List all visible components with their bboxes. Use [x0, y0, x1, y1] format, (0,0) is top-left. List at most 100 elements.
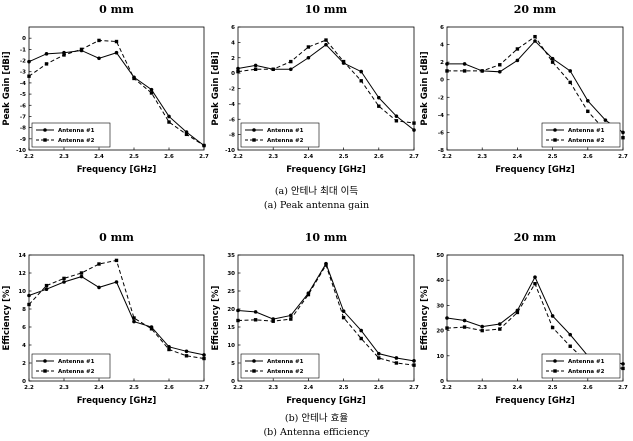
legend-marker-antenna-1	[553, 359, 557, 363]
legend-marker-antenna-2	[252, 138, 256, 142]
series-line-antenna-1	[28, 276, 205, 356]
legend-label-antenna-1: Antenna #1	[568, 128, 605, 134]
data-point-antenna-1	[27, 293, 31, 298]
data-point-antenna-2	[462, 325, 467, 329]
data-point-antenna-1	[359, 69, 364, 74]
data-point-antenna-2	[462, 69, 467, 73]
data-point-antenna-2	[498, 63, 502, 67]
data-point-antenna-1	[394, 114, 399, 118]
data-point-antenna-1	[621, 362, 625, 366]
data-point-antenna-1	[236, 66, 240, 71]
y-tick-label: 4	[231, 40, 235, 46]
plot-frame	[237, 254, 415, 382]
x-tick-label: 2.4	[513, 154, 523, 160]
x-tick-label: 2.3	[59, 385, 69, 391]
y-tick-label: 2	[231, 56, 235, 62]
x-axis-label: Frequency [GHz]	[77, 396, 157, 406]
data-point-antenna-1	[533, 275, 537, 279]
y-tick-label: -2	[20, 59, 26, 65]
data-point-antenna-1	[586, 99, 590, 103]
y-tick-label: -6	[20, 103, 26, 109]
y-tick-label: 40	[436, 278, 444, 284]
x-axis-label: Frequency [GHz]	[495, 165, 575, 175]
data-point-antenna-1	[359, 328, 364, 333]
data-point-antenna-2	[253, 318, 258, 322]
data-point-antenna-2	[498, 327, 502, 331]
caption-gain-english: (a) Peak antenna gain	[263, 200, 370, 211]
data-point-antenna-1	[533, 39, 537, 43]
data-point-antenna-2	[394, 361, 399, 365]
y-axis-label: Peak Gain [dBi]	[2, 51, 12, 125]
legend-box	[541, 122, 621, 148]
x-tick-label: 2.6	[164, 154, 174, 160]
data-point-antenna-2	[359, 79, 363, 83]
data-point-antenna-1	[550, 314, 555, 318]
chart-gain-0mm: 0 mm2.2 2.3 2.4 2.5 2.6 2.7-10-9-8-7-6-5-4-3-…	[2, 3, 209, 175]
data-point-antenna-1	[79, 274, 84, 279]
x-tick-label: 2.6	[374, 385, 384, 391]
data-point-antenna-2	[377, 104, 381, 108]
data-point-antenna-1	[184, 349, 189, 354]
x-tick-label: 2.2	[24, 154, 34, 160]
data-point-antenna-2	[167, 347, 171, 352]
data-point-antenna-1	[341, 309, 346, 313]
data-point-antenna-2	[114, 39, 119, 44]
chart-efficiency-0mm: 0 mm 2.2 2.3 2.4 2.5 2.6 2.7 0 2 4 6 8 10 12 14 Frequen…	[2, 231, 209, 406]
y-tick-label: 6	[22, 325, 26, 331]
y-tick-label: 6	[231, 25, 235, 31]
data-point-antenna-2	[202, 356, 206, 361]
data-point-antenna-2	[341, 315, 346, 320]
y-tick-label: 0	[22, 379, 26, 385]
legend: Antenna #1 Antenna #2	[541, 353, 621, 379]
data-point-antenna-1	[498, 322, 502, 326]
data-point-antenna-2	[412, 363, 416, 367]
data-point-antenna-1	[462, 318, 467, 323]
data-point-antenna-2	[306, 45, 311, 49]
data-point-antenna-1	[114, 50, 119, 55]
data-point-antenna-2	[62, 276, 66, 281]
legend-marker-antenna-2	[553, 138, 557, 142]
y-tick-label: -2	[229, 87, 235, 93]
x-tick-label: 2.5	[548, 385, 558, 391]
data-point-antenna-2	[377, 356, 381, 360]
x-tick-label: 2.2	[442, 154, 452, 160]
series-line-antenna-2	[28, 259, 205, 359]
y-tick-label: -6	[229, 117, 235, 123]
data-point-antenna-1	[236, 308, 240, 313]
y-axis-label: Peak Gain [dBi]	[420, 51, 430, 125]
legend-label-antenna-2: Antenna #2	[568, 369, 605, 375]
y-tick-label: 10	[18, 289, 26, 295]
y-tick-label: 6	[440, 25, 444, 31]
y-tick-label: 25	[227, 289, 235, 295]
legend-label-antenna-1: Antenna #1	[58, 359, 95, 365]
y-tick-label: -5	[20, 92, 26, 98]
y-axis-label: Peak Gain [dBi]	[211, 51, 221, 125]
y-tick-label: 0	[231, 71, 235, 77]
data-point-antenna-2	[621, 136, 625, 140]
legend-marker-antenna-2	[252, 369, 256, 373]
data-point-antenna-2	[149, 327, 154, 331]
chart-gain-10mm: 10 mm 2.2 2.3 2.4 2.5 2.6 2.7 -10 -8 -6 -4 -2 0 2 4 6 Fr…	[211, 3, 419, 175]
data-point-antenna-2	[568, 344, 572, 348]
data-point-antenna-2	[79, 47, 84, 52]
y-tick-label: 4	[440, 43, 444, 49]
data-point-antenna-2	[289, 317, 293, 321]
x-tick-label: 2.3	[268, 154, 278, 160]
y-tick-label: 4	[22, 343, 26, 349]
y-tick-label: 20	[436, 329, 444, 335]
chart-gain-20mm: 20 mm 2.2 2.3 2.4 2.5 2.6 2.7 -8 -6 -4 -2 0 2 4 6 Frequ…	[420, 3, 628, 175]
legend-label-antenna-1: Antenna #1	[267, 359, 304, 365]
x-tick-label: 2.3	[59, 154, 69, 160]
data-point-antenna-2	[568, 80, 572, 85]
series-line-antenna-1	[237, 44, 415, 131]
chart-efficiency-10mm: 10 mm 2.2 2.3 2.4 2.5 2.6 2.7 0 5 10 15 20 25 30 35 Fre…	[211, 231, 419, 406]
y-tick-label: -4	[438, 113, 444, 119]
data-point-antenna-2	[97, 262, 101, 266]
data-point-antenna-2	[27, 74, 31, 78]
x-tick-label: 2.4	[94, 154, 104, 160]
legend: Antenna #1 Antenna #2	[31, 122, 111, 148]
legend-label-antenna-2: Antenna #2	[267, 138, 304, 144]
x-tick-label: 2.5	[129, 385, 139, 391]
legend-marker-antenna-2	[43, 138, 47, 142]
